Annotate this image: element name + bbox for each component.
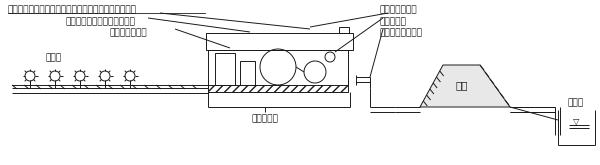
Bar (240, 61, 255, 85)
Text: 満水検知器: 満水検知器 (380, 17, 407, 26)
Text: 抽気ポンプ: 抽気ポンプ (251, 114, 278, 123)
Text: 自動運転操作盤: 自動運転操作盤 (110, 28, 148, 37)
Text: 陸上ストレーナー: 陸上ストレーナー (380, 28, 423, 37)
Polygon shape (420, 65, 510, 107)
Text: 末端弁: 末端弁 (45, 53, 61, 62)
Text: 自動起動装置及びミニタンク: 自動起動装置及びミニタンク (65, 17, 135, 26)
Bar (208, 85, 348, 92)
Text: 無送水検知器（自動停止装置）及び無水撃チェッキ弁: 無送水検知器（自動停止装置）及び無水撃チェッキ弁 (8, 5, 137, 14)
Text: 取水給水ポンプ: 取水給水ポンプ (380, 5, 418, 14)
Text: 大道池: 大道池 (568, 98, 584, 107)
Bar (215, 53, 235, 85)
Text: 堤防: 堤防 (456, 80, 468, 90)
Text: ▽: ▽ (573, 116, 579, 126)
Bar (206, 33, 353, 50)
Bar (339, 27, 349, 33)
